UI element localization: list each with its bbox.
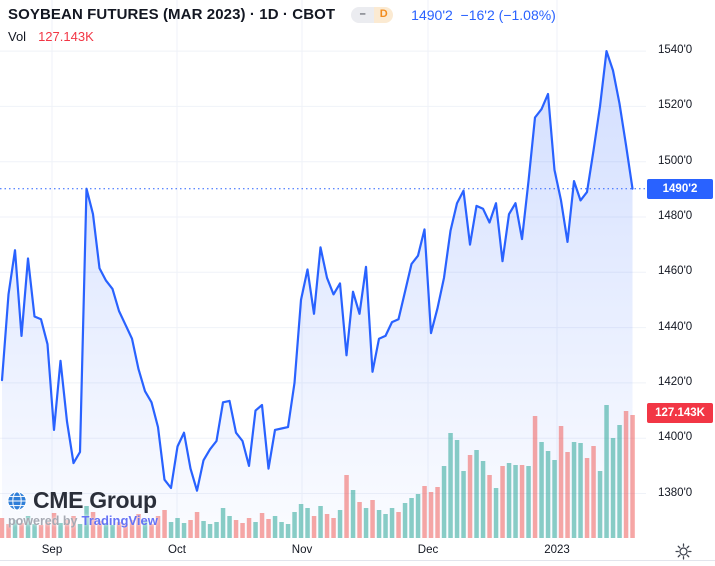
collapse-dash-icon[interactable]: – xyxy=(351,6,375,23)
tradingview-link[interactable]: TradingView xyxy=(81,513,158,528)
powered-by-label: powered by xyxy=(8,514,78,528)
chart-legend: SOYBEAN FUTURES (MAR 2023) · 1D · CBOT –… xyxy=(8,6,556,23)
price-axis-label: 1480'0 xyxy=(658,210,693,222)
last-price-change: 1490'2 −16'2 (−1.08%) xyxy=(411,6,556,23)
legend-toggle[interactable]: – D xyxy=(351,6,394,23)
widget-bottom-border xyxy=(0,560,715,561)
current-volume-badge: 127.143K xyxy=(647,403,713,423)
price-axis-label: 1520'0 xyxy=(658,99,693,112)
vol-label: Vol xyxy=(8,29,27,44)
price-axis-label: 1500'0 xyxy=(658,154,693,167)
time-axis-label: 2023 xyxy=(544,544,570,556)
time-axis-label: Dec xyxy=(417,544,439,556)
price-axis-label: 1460'0 xyxy=(658,265,693,278)
time-axis-label: Nov xyxy=(291,544,313,556)
vol-value: 127.143K xyxy=(38,29,94,44)
price-axis-label: 1420'0 xyxy=(658,375,693,388)
price-axis-label: 1400'0 xyxy=(658,431,693,444)
last-price-badge: 1490'2 xyxy=(647,178,713,199)
time-axis-settings-gear-icon[interactable] xyxy=(675,543,692,560)
price-axis-label: 1380'0 xyxy=(658,486,693,499)
globe-icon xyxy=(7,490,27,511)
time-axis-label: Oct xyxy=(168,544,186,556)
volume-legend: Vol 127.143K xyxy=(8,29,94,44)
symbol-title: SOYBEAN FUTURES (MAR 2023) · 1D · CBOT xyxy=(8,6,336,23)
tradingview-attribution[interactable]: powered by TradingView xyxy=(8,513,158,528)
interval-badge[interactable]: D xyxy=(374,6,394,23)
time-axis-label: Sep xyxy=(41,544,63,556)
cme-group-wordmark: CME Group xyxy=(33,487,157,513)
price-axis-label: 1440'0 xyxy=(658,320,693,333)
cme-group-logo[interactable]: CME Group xyxy=(6,487,157,514)
price-axis-label: 1540'0 xyxy=(658,44,693,57)
